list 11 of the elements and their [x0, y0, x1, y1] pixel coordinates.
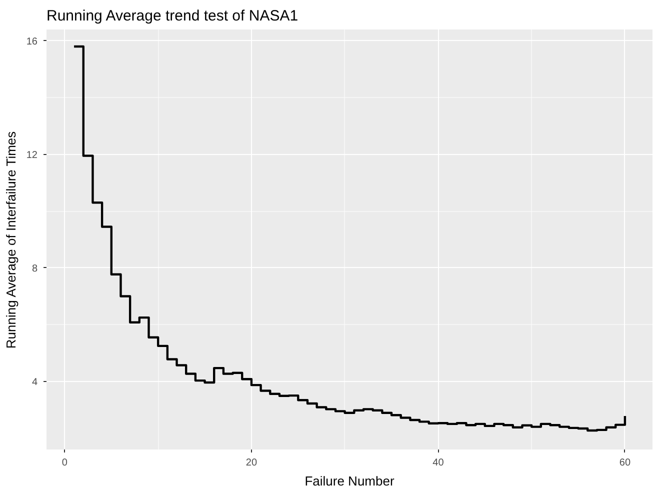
- x-tick-label: 40: [432, 458, 444, 468]
- x-tick-label: 20: [246, 458, 258, 468]
- x-tick-label: 60: [619, 458, 631, 468]
- y-tick-label: 16: [26, 36, 38, 48]
- chart-title: Running Average trend test of NASA1: [46, 8, 298, 24]
- y-tick-label: 4: [32, 376, 38, 388]
- y-tick-label: 8: [32, 263, 38, 274]
- y-axis-title: Running Average of Interfailure Times: [3, 130, 18, 349]
- y-tick-label: 12: [26, 150, 38, 161]
- x-axis-title: Failure Number: [304, 474, 395, 488]
- x-tick-label: 0: [62, 458, 68, 468]
